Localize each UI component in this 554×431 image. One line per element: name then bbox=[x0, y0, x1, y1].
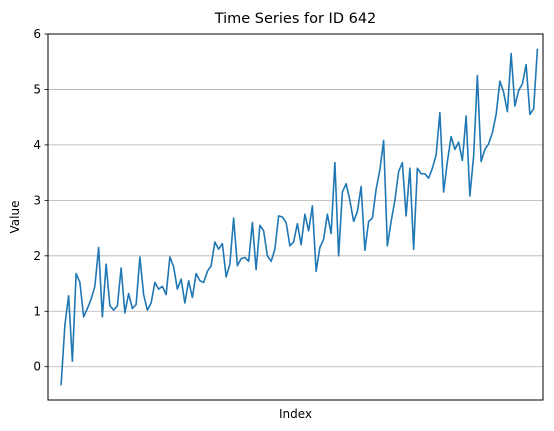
y-tick-label: 1 bbox=[33, 304, 41, 318]
y-axis-ticks: 0 1 2 3 4 5 6 bbox=[33, 27, 48, 374]
x-axis-label: Index bbox=[279, 407, 312, 421]
y-tick-label: 5 bbox=[33, 82, 41, 96]
plot-area-frame bbox=[47, 33, 544, 401]
y-tick-label: 2 bbox=[33, 249, 41, 263]
y-tick-label: 4 bbox=[33, 138, 41, 152]
series-line bbox=[60, 48, 539, 386]
chart-title: Time Series for ID 642 bbox=[214, 11, 377, 27]
y-tick-label: 0 bbox=[33, 360, 41, 374]
series-layer bbox=[60, 48, 539, 386]
y-tick-label: 3 bbox=[33, 193, 41, 207]
y-tick-label: 6 bbox=[33, 27, 41, 41]
y-axis-label: Value bbox=[8, 201, 22, 234]
